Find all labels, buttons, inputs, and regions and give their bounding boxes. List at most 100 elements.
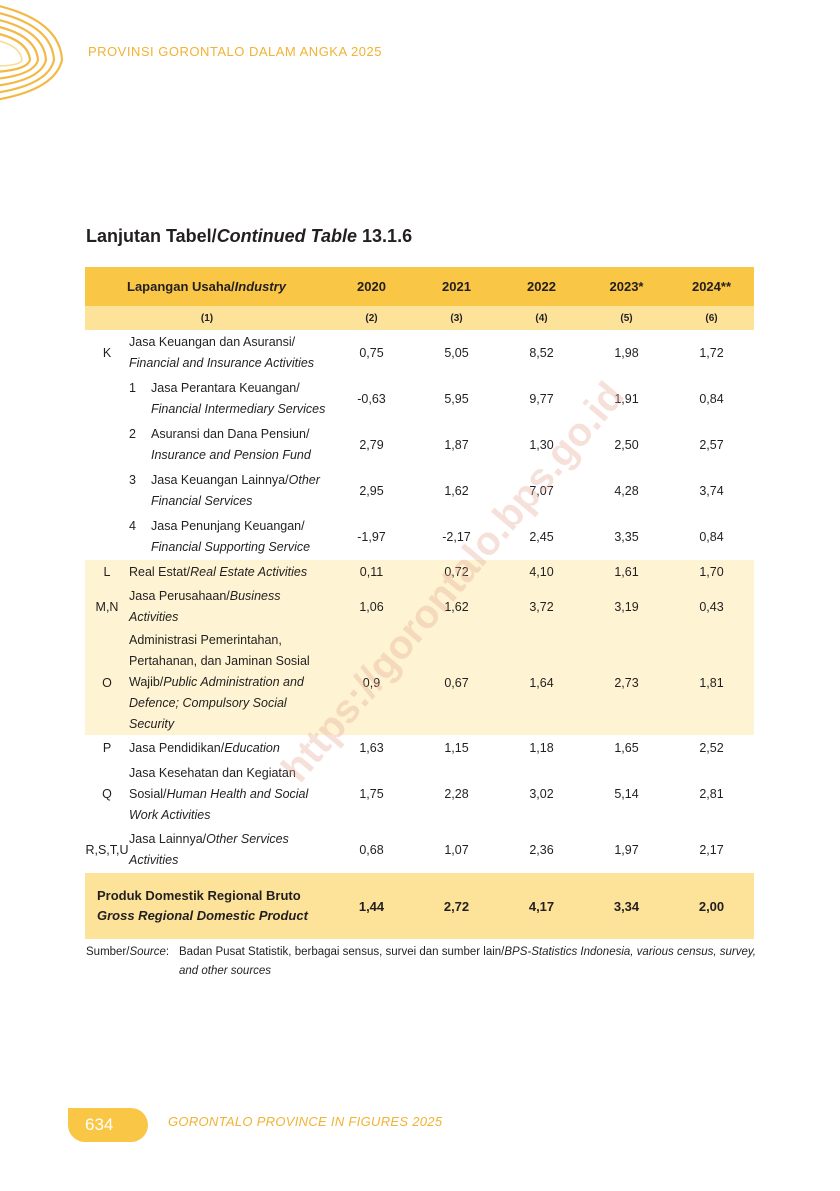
cell-2020: -0,63: [357, 392, 386, 406]
cell-2020: 2,79: [359, 438, 384, 452]
row-label-id: Jasa Lainnya/: [129, 832, 207, 846]
cell-2023: 3,19: [614, 600, 639, 614]
table-row: O Administrasi Pemerintahan, Pertahanan,…: [85, 630, 754, 735]
row-code: [85, 376, 129, 422]
cell-2022: 9,77: [529, 392, 554, 406]
row-subnumber: 1: [129, 381, 136, 395]
row-label-id: Jasa Kesehatan dan Kegiatan Sosial/: [129, 765, 296, 801]
row-label: Administrasi Pemerintahan, Pertahanan, d…: [129, 630, 329, 735]
column-number-row: (1) (2) (3) (4) (5) (6): [85, 306, 754, 330]
cell-2020: 1,75: [359, 787, 384, 801]
column-number-6: (6): [705, 312, 718, 324]
source-label-id: Sumber/: [86, 946, 130, 958]
cell-2020: 0,9: [362, 675, 381, 690]
cell-2023: 2,73: [614, 675, 639, 690]
cell-2022: 2,36: [529, 843, 554, 857]
page-number-badge: 634: [68, 1108, 148, 1142]
cell-2024: 0,84: [699, 392, 724, 406]
column-header-2020: 2020: [357, 279, 386, 294]
row-code: O: [102, 675, 112, 690]
source-label-colon: :: [165, 946, 170, 958]
row-label: Jasa Keuangan dan Asuransi/Financial and…: [129, 330, 329, 376]
cell-2023: 1,61: [614, 565, 639, 579]
row-label-en: Human Health and Social Work Activities: [129, 786, 309, 822]
column-number-3: (3): [450, 312, 463, 324]
table-row: 3 Jasa Keuangan Lainnya/Other Financial S…: [85, 468, 754, 514]
row-label-en: Public Administration and Defence; Compu…: [129, 675, 304, 731]
cell-2021: 1,15: [444, 741, 469, 755]
cell-2021: 5,05: [444, 346, 469, 360]
cell-2023: 1,65: [614, 741, 639, 755]
cell-2024: 0,43: [699, 600, 724, 614]
table-row: 2 Asuransi dan Dana Pensiun/Insurance and…: [85, 422, 754, 468]
cell-2021: 1,07: [444, 843, 469, 857]
row-label-id: Real Estat/: [129, 564, 191, 579]
cell-2023: 1,98: [614, 346, 639, 360]
cell-2020: 0,68: [359, 843, 384, 857]
cell-2021: 0,72: [444, 565, 469, 579]
table-title-number: 13.1.6: [362, 226, 413, 246]
cell-2023: 1,97: [614, 843, 639, 857]
table-header-row: Lapangan Usaha/Industry 2020 2021 2022 2…: [85, 267, 754, 306]
row-label: 3 Jasa Keuangan Lainnya/Other Financial S…: [129, 468, 329, 514]
cell-2020: 0,11: [359, 565, 384, 579]
column-header-2024: 2024**: [691, 279, 732, 294]
cell-2021: 5,95: [444, 392, 469, 406]
source-text: Badan Pusat Statistik, berbagai sensus, …: [179, 943, 756, 981]
row-label-en: Other Services Activities: [129, 832, 289, 867]
row-label: 2 Asuransi dan Dana Pensiun/Insurance and…: [129, 422, 329, 468]
total-cell-2022: 4,17: [528, 898, 555, 914]
table-row: K Jasa Keuangan dan Asuransi/Financial a…: [85, 330, 754, 376]
source-text-en: BPS-Statistics Indonesia, various census…: [179, 946, 756, 977]
cell-2024: 2,17: [699, 843, 724, 857]
row-code: [85, 468, 129, 514]
cell-2024: 1,81: [699, 675, 724, 690]
cell-2021: 1,87: [444, 438, 469, 452]
column-number-2: (2): [365, 312, 378, 324]
table-row: L Real Estat/Real Estate Activities 0,11…: [85, 560, 754, 584]
cell-2021: 0,67: [444, 675, 469, 690]
row-code: P: [102, 741, 112, 755]
table-title-italic: Continued Table: [216, 226, 358, 246]
table-row: R,S,T,U Jasa Lainnya/Other Services Acti…: [85, 827, 754, 873]
total-cell-2021: 2,72: [443, 898, 470, 914]
row-code: M,N: [95, 600, 119, 614]
table-title-prefix: Lanjutan Tabel/: [86, 226, 217, 246]
cell-2021: 1,62: [444, 600, 469, 614]
row-label: 1 Jasa Perantara Keuangan/Financial Inter…: [129, 376, 329, 422]
cell-2023: 2,50: [614, 438, 639, 452]
cell-2021: 1,62: [444, 484, 469, 498]
row-label: 4 Jasa Penunjang Keuangan/Financial Suppo…: [129, 514, 329, 560]
column-header-2021: 2021: [442, 279, 471, 294]
total-cell-2024: 2,00: [698, 898, 725, 914]
row-code: [85, 422, 129, 468]
table-row: P Jasa Pendidikan/Education 1,63 1,15 1,…: [85, 735, 754, 761]
row-label-en: Financial and Insurance Activities: [129, 356, 315, 370]
cell-2023: 3,35: [614, 530, 639, 544]
running-header-title: PROVINSI GORONTALO DALAM ANGKA 2025: [88, 44, 382, 59]
total-row: Produk Domestik Regional Bruto Gross Regi…: [85, 873, 754, 939]
row-label-id: Jasa Perantara Keuangan/: [151, 381, 300, 395]
total-cell-2023: 3,34: [613, 898, 640, 914]
row-label-id: Jasa Keuangan dan Asuransi/: [129, 335, 296, 349]
cell-2024: 1,72: [699, 346, 724, 360]
row-label-en: Financial Supporting Service: [151, 540, 311, 554]
row-subnumber: 2: [129, 427, 136, 441]
cell-2023: 4,28: [614, 484, 639, 498]
cell-2020: 2,95: [359, 484, 384, 498]
table-row: 4 Jasa Penunjang Keuangan/Financial Suppo…: [85, 514, 754, 560]
cell-2022: 3,02: [529, 787, 554, 801]
row-subnumber: 3: [129, 473, 136, 487]
row-label-id: Jasa Pendidikan/: [129, 740, 225, 755]
cell-2022: 3,72: [529, 600, 554, 614]
column-number-4: (4): [535, 312, 548, 324]
column-header-2022: 2022: [527, 279, 556, 294]
cell-2022: 7,07: [529, 484, 554, 498]
total-label: Produk Domestik Regional Bruto Gross Regi…: [85, 873, 329, 939]
row-label-en: Business Activities: [129, 589, 281, 624]
row-label-id: Jasa Penunjang Keuangan/: [151, 519, 305, 533]
cell-2023: 1,91: [614, 392, 639, 406]
cell-2024: 2,57: [699, 438, 724, 452]
row-label: Real Estat/Real Estate Activities: [129, 560, 329, 584]
cell-2022: 1,30: [529, 438, 554, 452]
